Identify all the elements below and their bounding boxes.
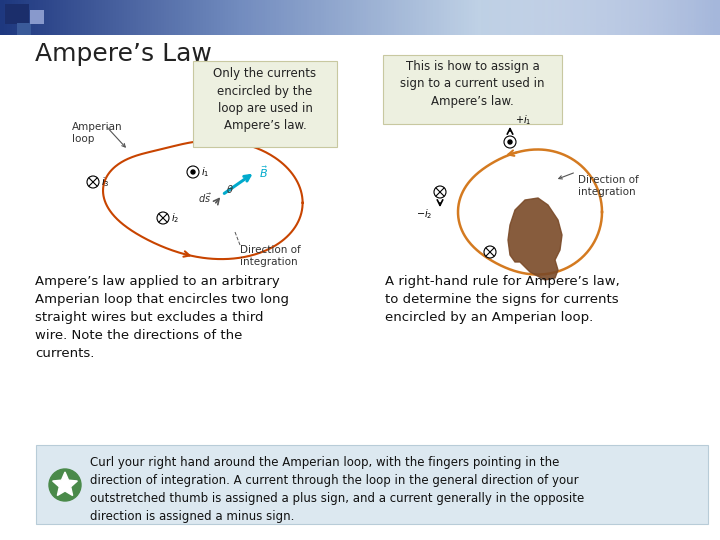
- Bar: [30, 10, 44, 24]
- Circle shape: [157, 212, 169, 224]
- Text: $-i_2$: $-i_2$: [415, 207, 432, 221]
- Text: Only the currents
encircled by the
loop are used in
Ampere’s law.: Only the currents encircled by the loop …: [213, 67, 317, 132]
- Text: Direction of
integration: Direction of integration: [578, 175, 639, 198]
- Text: This is how to assign a
sign to a current used in
Ampere’s law.: This is how to assign a sign to a curren…: [400, 60, 545, 108]
- Text: Ampere’s law applied to an arbitrary
Amperian loop that encircles two long
strai: Ampere’s law applied to an arbitrary Amp…: [35, 275, 289, 360]
- Polygon shape: [53, 472, 77, 496]
- Circle shape: [87, 176, 99, 188]
- Text: Direction of
integration: Direction of integration: [240, 245, 301, 267]
- Circle shape: [187, 166, 199, 178]
- Text: $+i_1$: $+i_1$: [515, 113, 531, 127]
- Text: $i_2$: $i_2$: [171, 211, 179, 225]
- Bar: [17, 23, 31, 35]
- Text: Ampere’s Law: Ampere’s Law: [35, 42, 212, 66]
- Circle shape: [434, 186, 446, 198]
- FancyBboxPatch shape: [193, 61, 337, 147]
- Text: $i_3$: $i_3$: [101, 175, 109, 189]
- FancyBboxPatch shape: [383, 55, 562, 124]
- Text: $\theta$: $\theta$: [226, 183, 234, 195]
- Text: A right-hand rule for Ampere’s law,
to determine the signs for currents
encircle: A right-hand rule for Ampere’s law, to d…: [385, 275, 620, 324]
- Text: $\vec{B}$: $\vec{B}$: [259, 164, 268, 180]
- Circle shape: [191, 170, 195, 174]
- Circle shape: [504, 136, 516, 148]
- Text: Amperian
loop: Amperian loop: [72, 122, 122, 144]
- FancyBboxPatch shape: [36, 445, 708, 524]
- Text: Curl your right hand around the Amperian loop, with the fingers pointing in the
: Curl your right hand around the Amperian…: [90, 456, 584, 523]
- Text: $i_1$: $i_1$: [201, 165, 210, 179]
- Circle shape: [508, 140, 512, 144]
- Text: $d\vec{s}$: $d\vec{s}$: [198, 191, 212, 205]
- Bar: [5, 4, 29, 24]
- Circle shape: [49, 469, 81, 501]
- Circle shape: [484, 246, 496, 258]
- Polygon shape: [508, 198, 562, 280]
